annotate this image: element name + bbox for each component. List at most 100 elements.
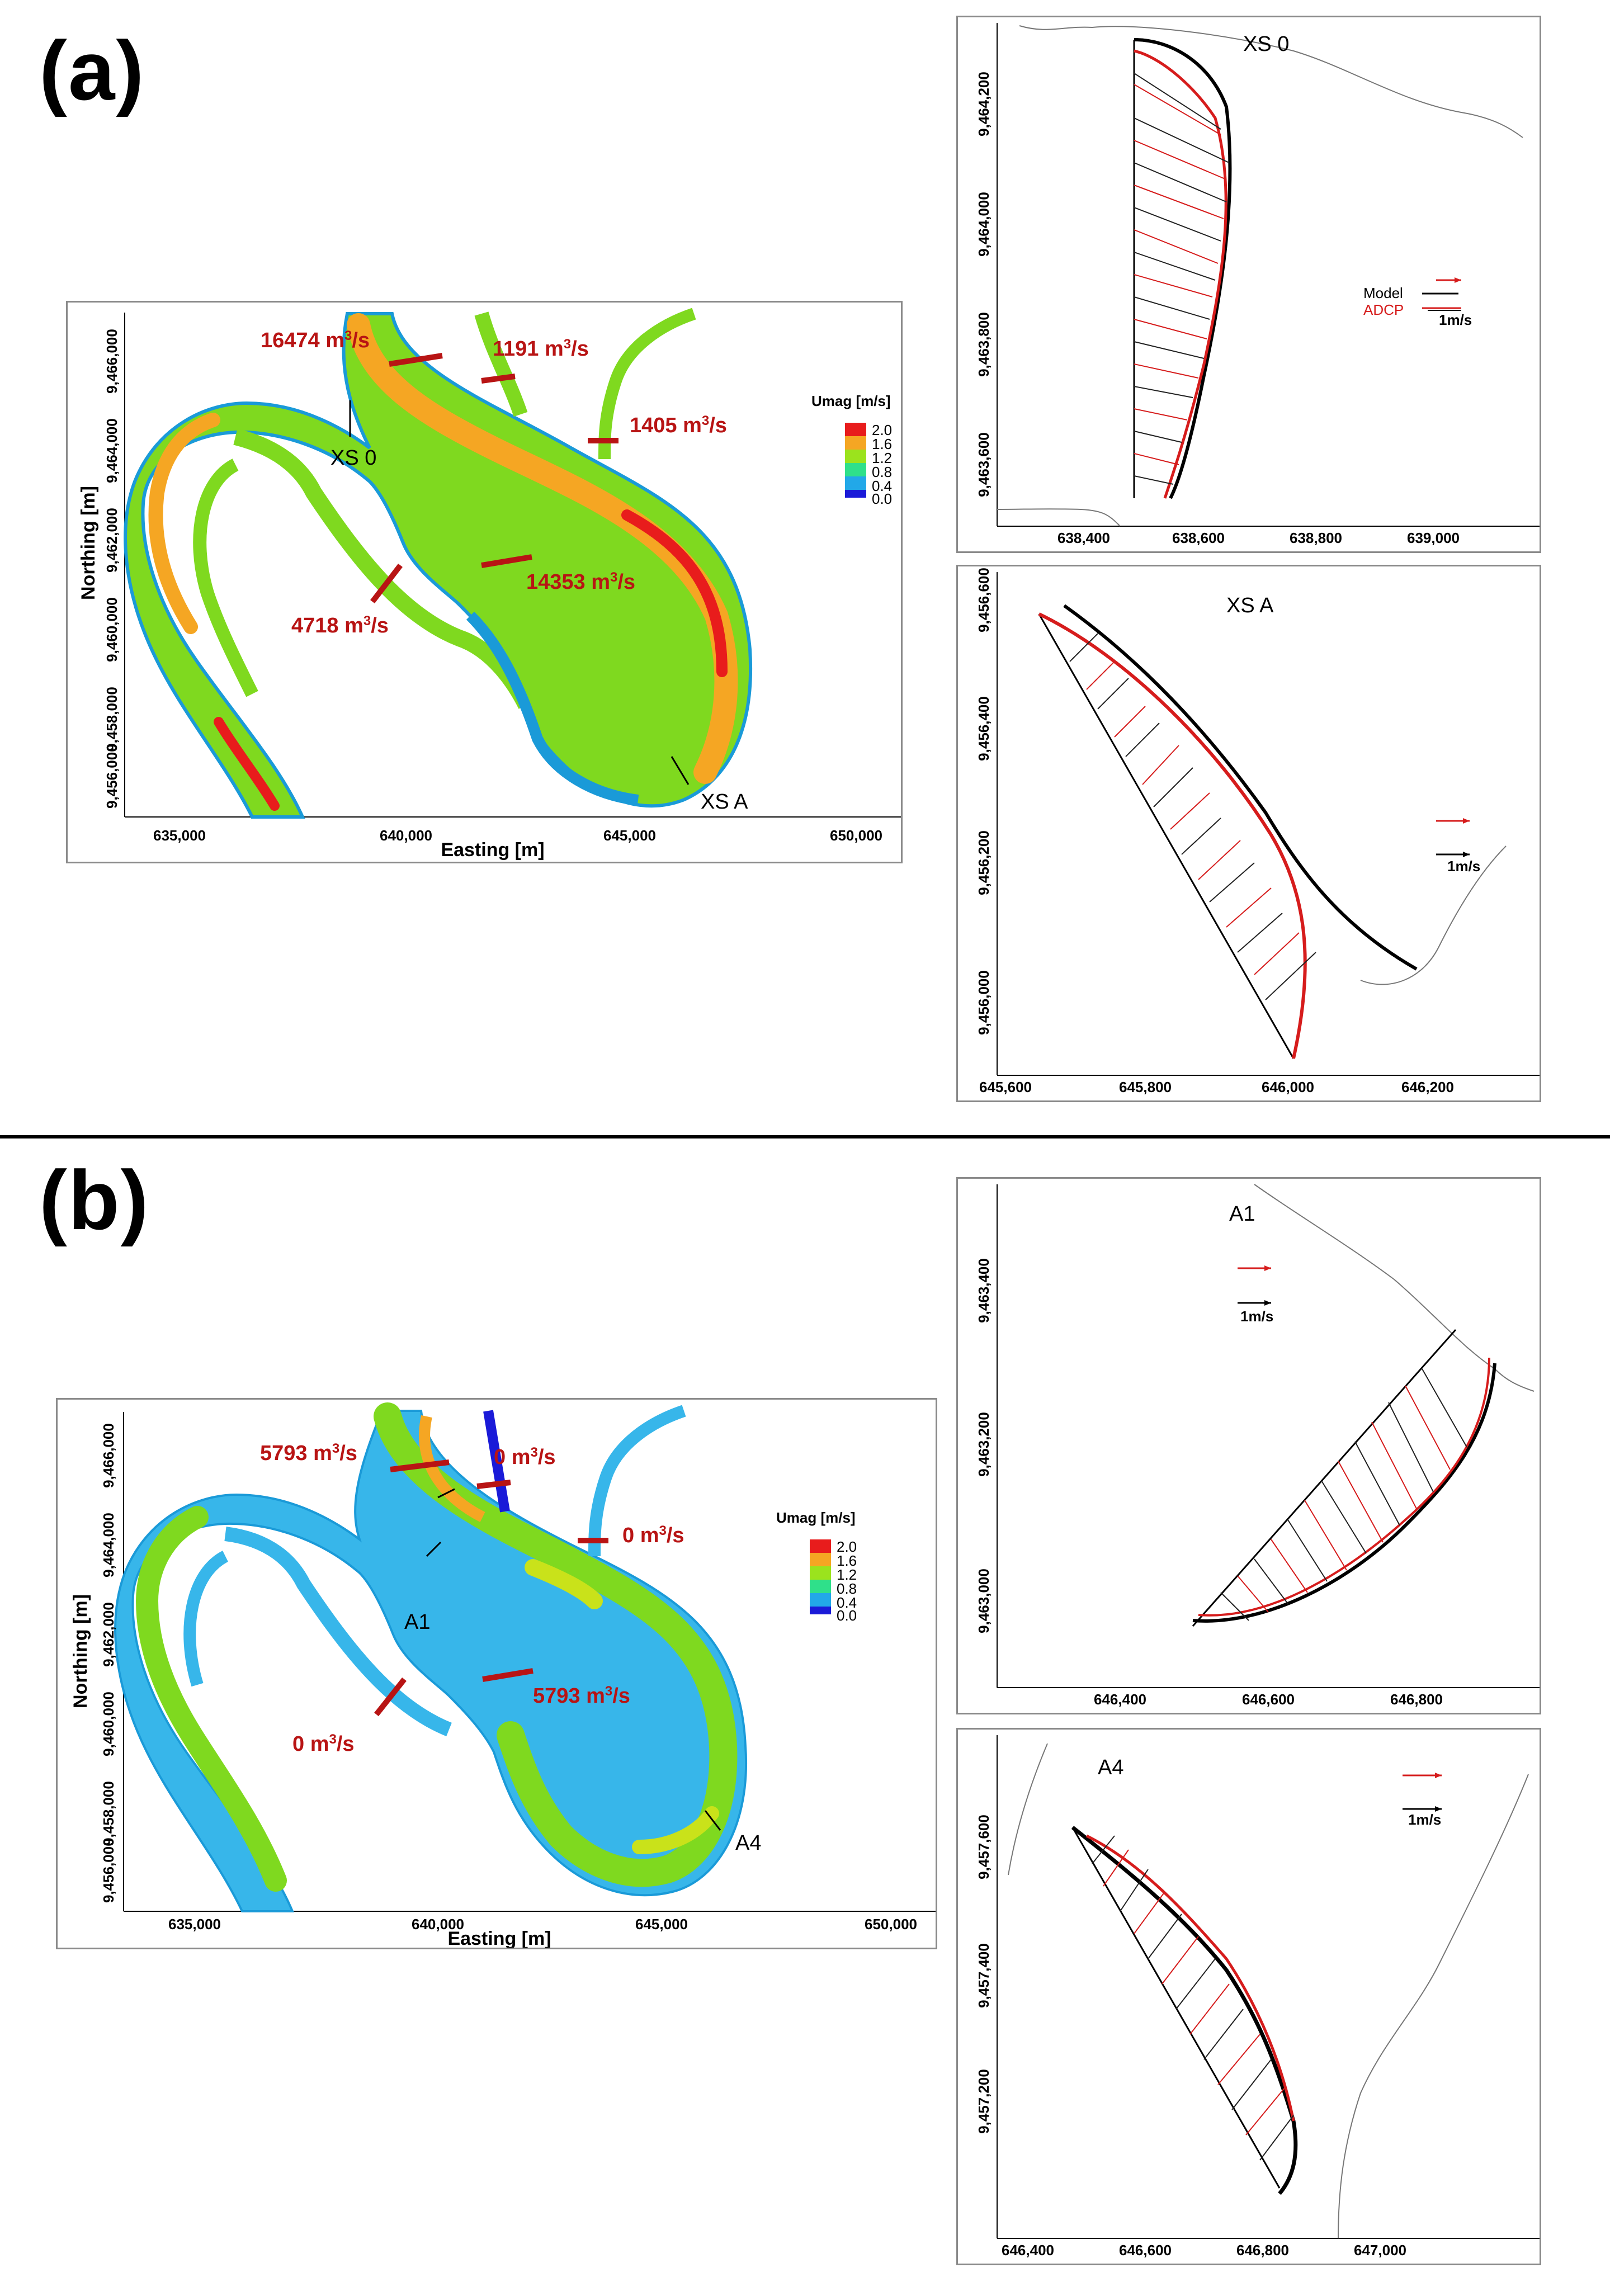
gauge-bar-4: [482, 1668, 533, 1682]
y-ticks: 9,457,200 9,457,400 9,457,600: [975, 1815, 992, 2134]
svg-text:9,464,000: 9,464,000: [103, 418, 120, 483]
gauge-bar-4: [481, 554, 532, 568]
a4-frame: A4 1m/s 646,400 646,600 646,800 647,000 …: [956, 1728, 1541, 2265]
x-tick: 638,800: [1290, 530, 1342, 546]
a4-figure: A4 1m/s 646,400 646,600 646,800 647,000 …: [975, 1735, 1540, 2259]
a4-line: [704, 1810, 721, 1831]
y-ticks: 9,463,600 9,463,800 9,464,000 9,464,200: [975, 72, 992, 497]
svg-text:0.8: 0.8: [872, 464, 892, 480]
svg-text:9,457,600: 9,457,600: [975, 1815, 992, 1879]
svg-text:1m/s: 1m/s: [1447, 858, 1480, 875]
flow-label: 0 m3/s: [622, 1523, 684, 1548]
scale-legend: 1m/s: [1436, 818, 1480, 875]
x-tick: 638,400: [1057, 530, 1110, 546]
x-tick: 635,000: [168, 1916, 221, 1933]
svg-text:0.0: 0.0: [837, 1607, 857, 1624]
x-tick: 646,200: [1401, 1079, 1454, 1095]
svg-text:0.0: 0.0: [872, 490, 892, 507]
a1-figure: A1 1m/s 646,400 646,600 646,800 9,463,00…: [975, 1184, 1540, 1708]
y-ticks: 9,463,000 9,463,200 9,463,400: [975, 1258, 992, 1633]
scale-legend: 1m/s: [1403, 1773, 1442, 1828]
svg-text:9,463,800: 9,463,800: [975, 312, 992, 377]
velocity-vectors-xsA: [1038, 604, 1418, 1059]
xsA-frame: XS A 1m/s 645,600 645,800 646,000 646,20…: [956, 565, 1541, 1102]
x-tick: 650,000: [865, 1916, 917, 1933]
svg-text:9,466,000: 9,466,000: [103, 329, 120, 394]
x-tick: 646,600: [1119, 2242, 1172, 2259]
flow-label: 16474 m3/s: [261, 328, 370, 353]
gauge-bar-1: [389, 353, 443, 367]
svg-text:9,463,600: 9,463,600: [975, 432, 992, 497]
section-label-xsA: XS A: [701, 790, 748, 814]
svg-text:2.0: 2.0: [872, 422, 892, 438]
velocity-vectors-a1: [1192, 1329, 1496, 1627]
svg-text:9,463,200: 9,463,200: [975, 1412, 992, 1477]
svg-text:9,457,400: 9,457,400: [975, 1943, 992, 2008]
model-adcp-legend: Model ADCP 1m/s: [1363, 277, 1472, 328]
section-label-xs0: XS 0: [331, 446, 376, 470]
section-label-a1: A1: [404, 1610, 430, 1634]
svg-text:1m/s: 1m/s: [1439, 311, 1472, 328]
river-map-a: [124, 308, 753, 819]
x-tick: 635,000: [153, 827, 206, 844]
flow-label: 5793 m3/s: [260, 1441, 357, 1466]
xs0-title: XS 0: [1243, 32, 1289, 56]
svg-text:9,460,000: 9,460,000: [100, 1692, 117, 1756]
a1-frame: A1 1m/s 646,400 646,600 646,800 9,463,00…: [956, 1177, 1541, 1714]
x-tick: 650,000: [830, 827, 882, 844]
gauge-bar-5: [370, 563, 403, 604]
river-map-b: [114, 1402, 748, 1912]
flow-label: 0 m3/s: [292, 1732, 355, 1756]
y-axis-title: Northing [m]: [78, 486, 99, 600]
y-ticks: 9,456,000 9,458,000 9,460,000 9,462,000 …: [103, 329, 120, 809]
svg-text:0.8: 0.8: [837, 1580, 857, 1597]
flow-label: 14353 m3/s: [526, 570, 635, 594]
svg-text:Umag [m/s]: Umag [m/s]: [811, 393, 891, 409]
svg-text:1m/s: 1m/s: [1408, 1811, 1441, 1828]
x-tick: 647,000: [1354, 2242, 1406, 2259]
a1-line: [426, 1541, 442, 1557]
svg-text:0.4: 0.4: [872, 478, 892, 494]
svg-text:9,456,600: 9,456,600: [975, 568, 992, 632]
velocity-vectors-xs0: [1133, 38, 1232, 499]
gauge-bar-5: [374, 1677, 407, 1717]
x-tick: 646,600: [1242, 1691, 1295, 1708]
flow-label: 1405 m3/s: [630, 413, 727, 438]
x-tick: 645,600: [979, 1079, 1032, 1095]
x-axis-title: Easting [m]: [441, 839, 544, 861]
svg-text:2.0: 2.0: [837, 1538, 857, 1555]
flow-label: 4718 m3/s: [291, 613, 389, 638]
panel-a-letter: (a): [39, 23, 145, 117]
panel-divider: [0, 1135, 1610, 1138]
svg-text:9,466,000: 9,466,000: [100, 1423, 117, 1488]
svg-text:9,458,000: 9,458,000: [100, 1781, 117, 1846]
svg-text:1.2: 1.2: [872, 450, 892, 466]
map-a-frame: 16474 m3/s 1191 m3/s 1405 m3/s 14353 m3/…: [66, 301, 906, 863]
umag-legend-a: Umag [m/s] 2.0 1.6 1.2 0.8 0.4 0.0: [811, 393, 892, 507]
svg-text:9,464,200: 9,464,200: [975, 72, 992, 136]
svg-text:1.6: 1.6: [872, 436, 892, 452]
flow-label: 5793 m3/s: [533, 1684, 630, 1708]
gauge-bar-1: [390, 1459, 450, 1472]
svg-text:1.6: 1.6: [837, 1552, 857, 1569]
x-tick: 638,600: [1172, 530, 1225, 546]
svg-text:9,464,000: 9,464,000: [975, 192, 992, 257]
panel-b-letter: (b): [39, 1153, 150, 1247]
xs0-figure: XS 0 Model ADCP 1m/s 638,400 638,600 638…: [975, 23, 1540, 546]
xs0-frame: XS 0 Model ADCP 1m/s 638,400 638,600 638…: [956, 16, 1541, 553]
svg-text:0.4: 0.4: [837, 1594, 857, 1611]
svg-text:9,456,200: 9,456,200: [975, 830, 992, 895]
a1-title: A1: [1229, 1202, 1255, 1226]
a4-title: A4: [1098, 1756, 1123, 1779]
svg-text:9,462,000: 9,462,000: [103, 508, 120, 573]
svg-text:Umag [m/s]: Umag [m/s]: [776, 1509, 856, 1526]
svg-text:9,456,400: 9,456,400: [975, 696, 992, 761]
svg-text:9,458,000: 9,458,000: [103, 687, 120, 752]
xsA-title: XS A: [1226, 594, 1274, 617]
svg-text:Model: Model: [1363, 285, 1403, 301]
map-a-figure: 16474 m3/s 1191 m3/s 1405 m3/s 14353 m3/…: [78, 308, 906, 861]
velocity-vectors-a4: [1071, 1826, 1298, 2195]
svg-text:9,456,000: 9,456,000: [975, 970, 992, 1035]
x-tick: 646,400: [1002, 2242, 1054, 2259]
section-label-a4: A4: [735, 1831, 761, 1855]
